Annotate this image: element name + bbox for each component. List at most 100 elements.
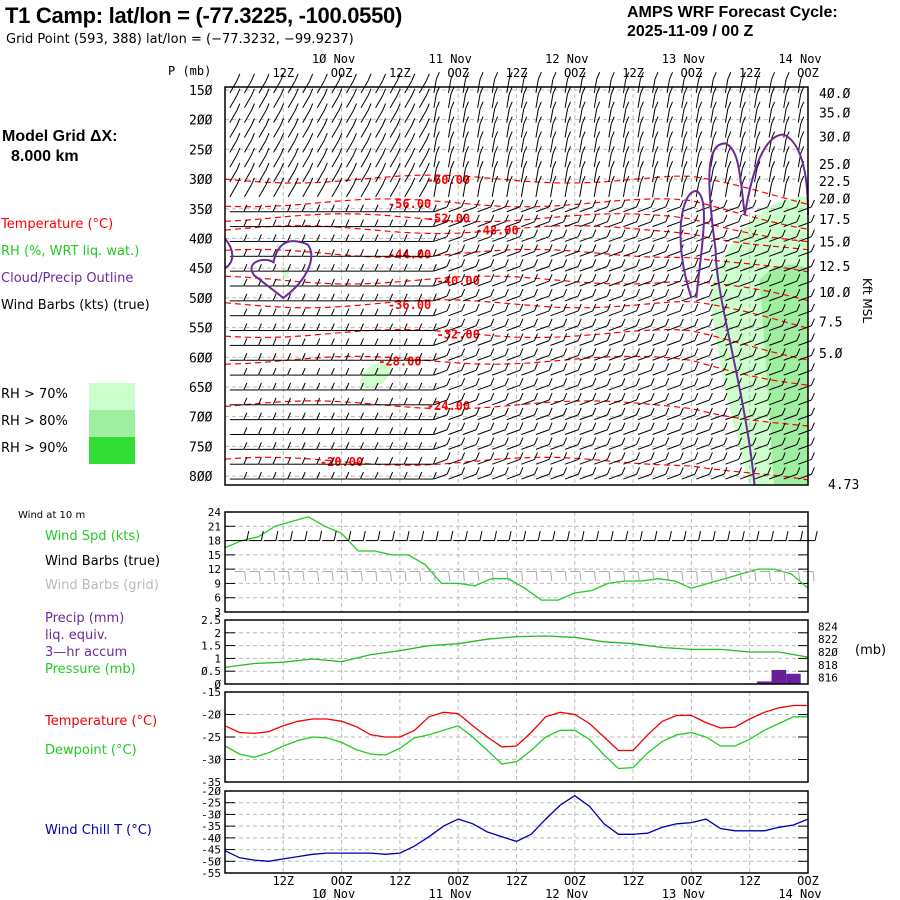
wind-barb-feather xyxy=(523,116,528,124)
wind-barb-staff xyxy=(389,95,398,109)
wind-barb-feather xyxy=(301,293,306,302)
pressure-tick-label: 75Ø xyxy=(189,440,213,455)
wind-barb-staff xyxy=(768,79,773,94)
wind-barb-feather xyxy=(461,422,466,430)
wind-barb-feather xyxy=(650,288,655,297)
wind-barb-staff xyxy=(492,206,506,213)
legend-rh-90-swatch xyxy=(89,437,135,464)
wind-barb-staff xyxy=(594,458,608,465)
wind-barb-feather xyxy=(432,457,437,465)
wind-barb-feather xyxy=(683,86,688,95)
top-hour-tick: 12Z xyxy=(506,66,528,80)
wind-barb-feather xyxy=(519,259,524,267)
wind-barb-staff xyxy=(593,108,598,123)
wind-barb-staff xyxy=(696,354,710,361)
wind-barb-staff xyxy=(535,429,550,435)
wind-barb-feather xyxy=(287,338,292,346)
wind-barb-staff xyxy=(389,154,398,168)
wind-barb-feather xyxy=(330,249,335,257)
wind-barb-staff xyxy=(724,108,729,123)
wind-barb-staff xyxy=(302,110,311,123)
wind-barb-staff xyxy=(798,221,812,228)
wind-barb-feather xyxy=(752,348,757,356)
wind-barb-staff xyxy=(564,93,569,108)
wind-barb-staff xyxy=(783,280,798,287)
wind-barb-staff xyxy=(477,93,481,108)
wind-barb-feather xyxy=(352,73,357,82)
wind-barb-feather xyxy=(479,86,484,95)
wind-barb-feather xyxy=(639,146,644,154)
wind-barb-staff xyxy=(360,110,369,123)
wind-barb-staff xyxy=(520,93,525,108)
wind-barb-feather xyxy=(330,219,335,227)
wind-barb-feather xyxy=(316,442,321,450)
wind-barb-staff xyxy=(258,154,267,168)
wind-barb-staff xyxy=(506,340,521,346)
wind-barb-staff xyxy=(506,414,521,421)
wind-barb-feather xyxy=(316,397,321,406)
wind-barb-staff xyxy=(754,280,768,287)
wind-barb-staff xyxy=(492,458,506,465)
wind-barb-staff xyxy=(608,340,623,346)
wind-barb-staff xyxy=(477,108,481,123)
wind-barb-staff xyxy=(433,340,448,346)
wind-barb-feather xyxy=(727,161,732,169)
wind-barb-feather xyxy=(523,131,528,139)
cloud-outline-main xyxy=(708,133,809,486)
wind-barb-staff xyxy=(244,95,252,109)
wind-barb-feather xyxy=(592,318,597,326)
wind-barb-staff xyxy=(448,310,462,317)
wind-barb-feather xyxy=(636,214,640,223)
wind-barb-feather xyxy=(338,88,343,96)
wind-barb-true-feather xyxy=(581,530,585,541)
wind-barb-feather xyxy=(767,452,772,460)
wind-barb-staff xyxy=(593,123,598,138)
wind-barb-feather xyxy=(425,118,430,126)
wind-barb-feather xyxy=(504,229,509,237)
wind-barb-staff xyxy=(594,265,608,272)
wind-barb-staff xyxy=(506,153,510,168)
wind-barb-feather xyxy=(450,116,455,124)
wind-barb-staff xyxy=(608,369,623,376)
wind-barb-feather xyxy=(548,318,553,326)
temp-ytick-label: -15 xyxy=(201,686,221,699)
wind-barb-feather xyxy=(425,73,430,82)
height-tick-label: 3Ø.Ø xyxy=(819,130,850,145)
wind-barb-staff xyxy=(535,444,550,450)
wind-barb-feather xyxy=(236,162,241,171)
wind-barb-staff xyxy=(725,473,739,480)
wind-barb-staff xyxy=(579,429,593,435)
wind-barb-staff xyxy=(316,125,325,138)
wind-barb-staff xyxy=(521,369,535,376)
wind-barb-feather xyxy=(767,244,772,252)
wind-barb-feather xyxy=(316,412,321,420)
wind-barb-feather xyxy=(316,293,321,302)
wind-barb-staff xyxy=(418,125,427,138)
wind-barb-feather xyxy=(537,86,542,95)
wind-barb-feather xyxy=(723,467,728,475)
wind-barb-staff xyxy=(666,93,671,108)
wind-barb-feather xyxy=(243,471,248,480)
wind-barb-true-feather xyxy=(785,530,789,541)
wind-barb-feather xyxy=(738,318,743,326)
wind-barb-feather xyxy=(781,437,786,445)
wind-barb-feather xyxy=(581,175,586,184)
wind-barb-grid-feather xyxy=(258,571,261,582)
pressure-tick-label: 55Ø xyxy=(189,322,213,337)
wind-barb-staff xyxy=(229,139,238,153)
wind-barb-feather xyxy=(243,338,248,346)
wind-barb-feather xyxy=(712,131,717,139)
wind-barb-feather xyxy=(563,318,568,326)
wind-barb-feather xyxy=(563,303,568,312)
wind-barb-staff xyxy=(695,123,700,138)
wind-barb-feather xyxy=(316,471,321,480)
wind-barb-feather xyxy=(236,73,241,82)
wind-barb-feather xyxy=(698,161,703,169)
wind-barb-staff xyxy=(550,369,564,376)
wind-barb-staff xyxy=(696,473,710,480)
wind-barb-feather xyxy=(461,377,466,386)
wind-barb-staff xyxy=(521,236,535,242)
wind-barb-staff xyxy=(535,168,539,183)
wind-barb-feather xyxy=(475,407,480,416)
wind-barb-feather xyxy=(723,377,728,386)
